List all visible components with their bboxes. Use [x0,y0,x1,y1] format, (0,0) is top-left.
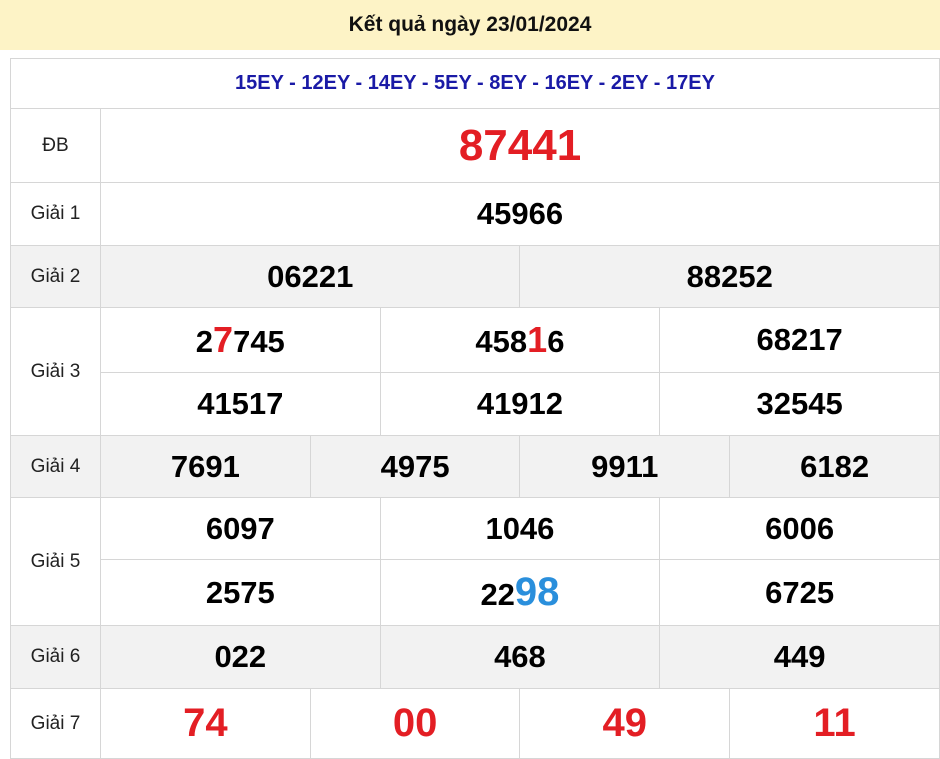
prize-number: 68217 [659,307,940,373]
prize-number: 449 [659,625,940,689]
prize-number: 6182 [729,435,940,498]
ticket-codes: 15EY - 12EY - 14EY - 5EY - 8EY - 16EY - … [10,58,940,109]
prize-number: 9911 [519,435,731,498]
prize-label: ĐB [10,108,101,183]
prize-label: Giải 2 [10,245,101,308]
prize-number: 32545 [659,372,940,436]
prize-label: Giải 5 [10,497,101,626]
prize-label: Giải 3 [10,307,101,436]
prize-number: 06221 [99,245,521,308]
prize-number: 1046 [379,497,661,560]
special-prize: 87441 [100,108,940,183]
prize-number: 022 [100,625,381,689]
highlight-digit: 7 [213,319,234,360]
page-title: Kết quả ngày 23/01/2024 [0,0,940,50]
prize-number: 49 [519,688,731,759]
prize-number: 468 [379,625,661,689]
prize-label: Giải 6 [10,625,101,689]
prize-label: Giải 1 [10,182,101,246]
highlight-digits: 98 [514,570,560,614]
prize-number: 2575 [100,559,381,626]
highlight-digit: 1 [527,319,548,360]
prize-label: Giải 4 [10,435,101,498]
prize-number: 88252 [519,245,940,308]
prize-number: 45966 [100,182,940,246]
prize-number: 41912 [379,372,661,436]
prize-number: 7691 [100,435,311,498]
prize-number: 74 [100,688,311,759]
prize-number: 6097 [100,497,381,560]
prize-number: 2298 [379,559,661,626]
prize-number: 11 [729,688,940,759]
prize-number: 4975 [309,435,521,498]
prize-number: 41517 [100,372,381,436]
prize-number: 00 [309,688,521,759]
prize-number: 6006 [659,497,940,560]
prize-label: Giải 7 [10,688,101,759]
prize-number: 27745 [100,307,381,373]
prize-number: 6725 [659,559,940,626]
prize-number: 45816 [379,307,661,373]
results-table: 15EY - 12EY - 14EY - 5EY - 8EY - 16EY - … [10,58,940,759]
